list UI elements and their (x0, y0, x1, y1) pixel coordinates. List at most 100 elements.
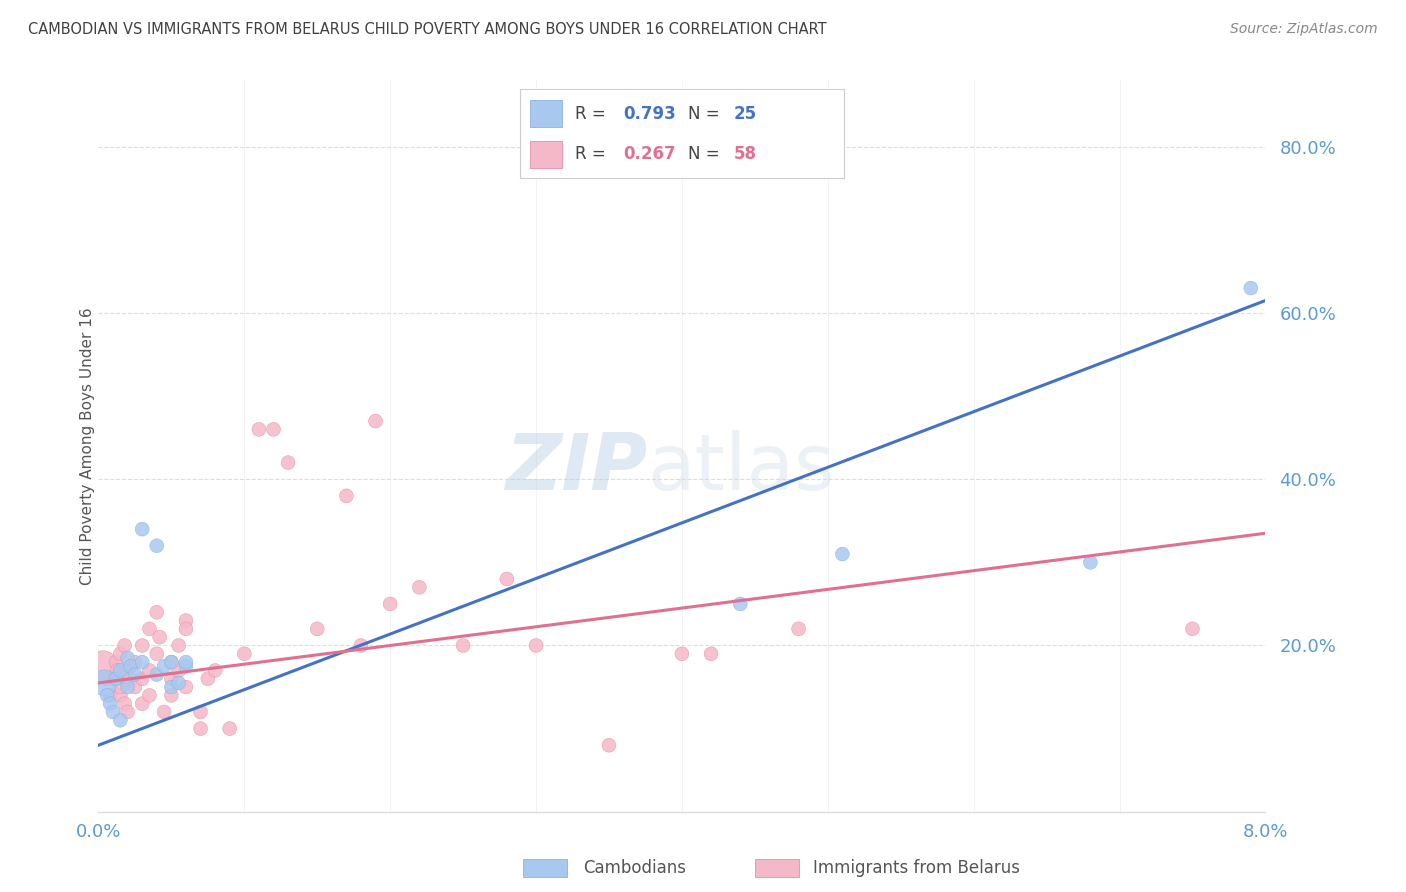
Point (146, 647, 169, 661)
Point (247, 422, 270, 436)
Point (174, 655, 197, 669)
Point (218, 722, 240, 736)
Point (598, 738, 620, 752)
Point (138, 664, 160, 678)
Point (160, 655, 183, 669)
Point (153, 659, 176, 673)
Point (787, 622, 810, 636)
Text: Immigrants from Belarus: Immigrants from Belarus (813, 859, 1019, 877)
Text: ZIP: ZIP (505, 430, 647, 506)
Point (104, 672, 127, 686)
Point (1080, 555, 1102, 569)
Point (131, 522, 153, 536)
Point (117, 664, 139, 678)
Point (110, 714, 132, 728)
Point (174, 680, 197, 694)
Text: 25: 25 (734, 104, 756, 123)
Point (350, 639, 373, 653)
Bar (523, 858, 567, 878)
Point (124, 667, 146, 681)
Point (1181, 622, 1204, 636)
Point (124, 655, 146, 669)
Text: R =: R = (575, 145, 612, 163)
Point (101, 672, 124, 686)
Text: Source: ZipAtlas.com: Source: ZipAtlas.com (1230, 22, 1378, 37)
Point (174, 659, 197, 673)
Point (114, 697, 136, 711)
Point (98, 697, 121, 711)
Point (131, 655, 153, 669)
Point (94, 672, 117, 686)
Text: 0.793: 0.793 (624, 104, 676, 123)
Point (730, 597, 752, 611)
Point (233, 647, 256, 661)
Point (93, 676, 115, 690)
Point (167, 676, 190, 690)
Point (96, 689, 118, 703)
Point (335, 489, 357, 503)
Point (831, 547, 853, 561)
Text: N =: N = (689, 104, 725, 123)
Point (114, 639, 136, 653)
Point (197, 672, 219, 686)
Point (110, 680, 132, 694)
Point (131, 639, 153, 653)
Point (149, 630, 172, 644)
Point (380, 597, 402, 611)
Point (307, 622, 329, 636)
Point (146, 667, 169, 681)
Point (671, 647, 693, 661)
Point (138, 689, 160, 703)
Point (451, 639, 474, 653)
Bar (755, 858, 799, 878)
Point (174, 614, 197, 628)
Text: 58: 58 (734, 145, 756, 163)
Point (110, 689, 132, 703)
Point (153, 705, 176, 719)
Point (120, 672, 142, 686)
Text: atlas: atlas (647, 430, 834, 506)
Point (146, 539, 169, 553)
Text: R =: R = (575, 104, 612, 123)
Point (131, 672, 153, 686)
Point (204, 664, 226, 678)
Text: N =: N = (689, 145, 725, 163)
Point (277, 456, 299, 470)
Point (364, 414, 387, 428)
Point (174, 622, 197, 636)
Text: CAMBODIAN VS IMMIGRANTS FROM BELARUS CHILD POVERTY AMONG BOYS UNDER 16 CORRELATI: CAMBODIAN VS IMMIGRANTS FROM BELARUS CHI… (28, 22, 827, 37)
Point (146, 605, 169, 619)
Point (408, 580, 430, 594)
Point (138, 622, 160, 636)
Point (105, 664, 128, 678)
Point (131, 697, 153, 711)
Point (98, 689, 121, 703)
Point (167, 664, 190, 678)
Point (160, 655, 183, 669)
Point (120, 659, 142, 673)
Text: Cambodians: Cambodians (583, 859, 686, 877)
Point (117, 680, 139, 694)
Y-axis label: Child Poverty Among Boys Under 16: Child Poverty Among Boys Under 16 (80, 307, 94, 585)
Point (700, 647, 723, 661)
Point (110, 664, 132, 678)
Point (124, 680, 146, 694)
Point (160, 680, 183, 694)
Point (117, 676, 139, 690)
Bar (530, 141, 562, 168)
Bar (530, 100, 562, 127)
Point (524, 639, 547, 653)
Point (101, 705, 124, 719)
Point (104, 655, 127, 669)
Point (117, 651, 139, 665)
Point (496, 572, 519, 586)
Point (190, 705, 212, 719)
Point (160, 689, 183, 703)
Point (91, 659, 114, 673)
Text: 0.267: 0.267 (624, 145, 676, 163)
Point (160, 672, 183, 686)
Point (1240, 281, 1263, 295)
Point (262, 422, 284, 436)
Point (110, 647, 132, 661)
Point (167, 639, 190, 653)
